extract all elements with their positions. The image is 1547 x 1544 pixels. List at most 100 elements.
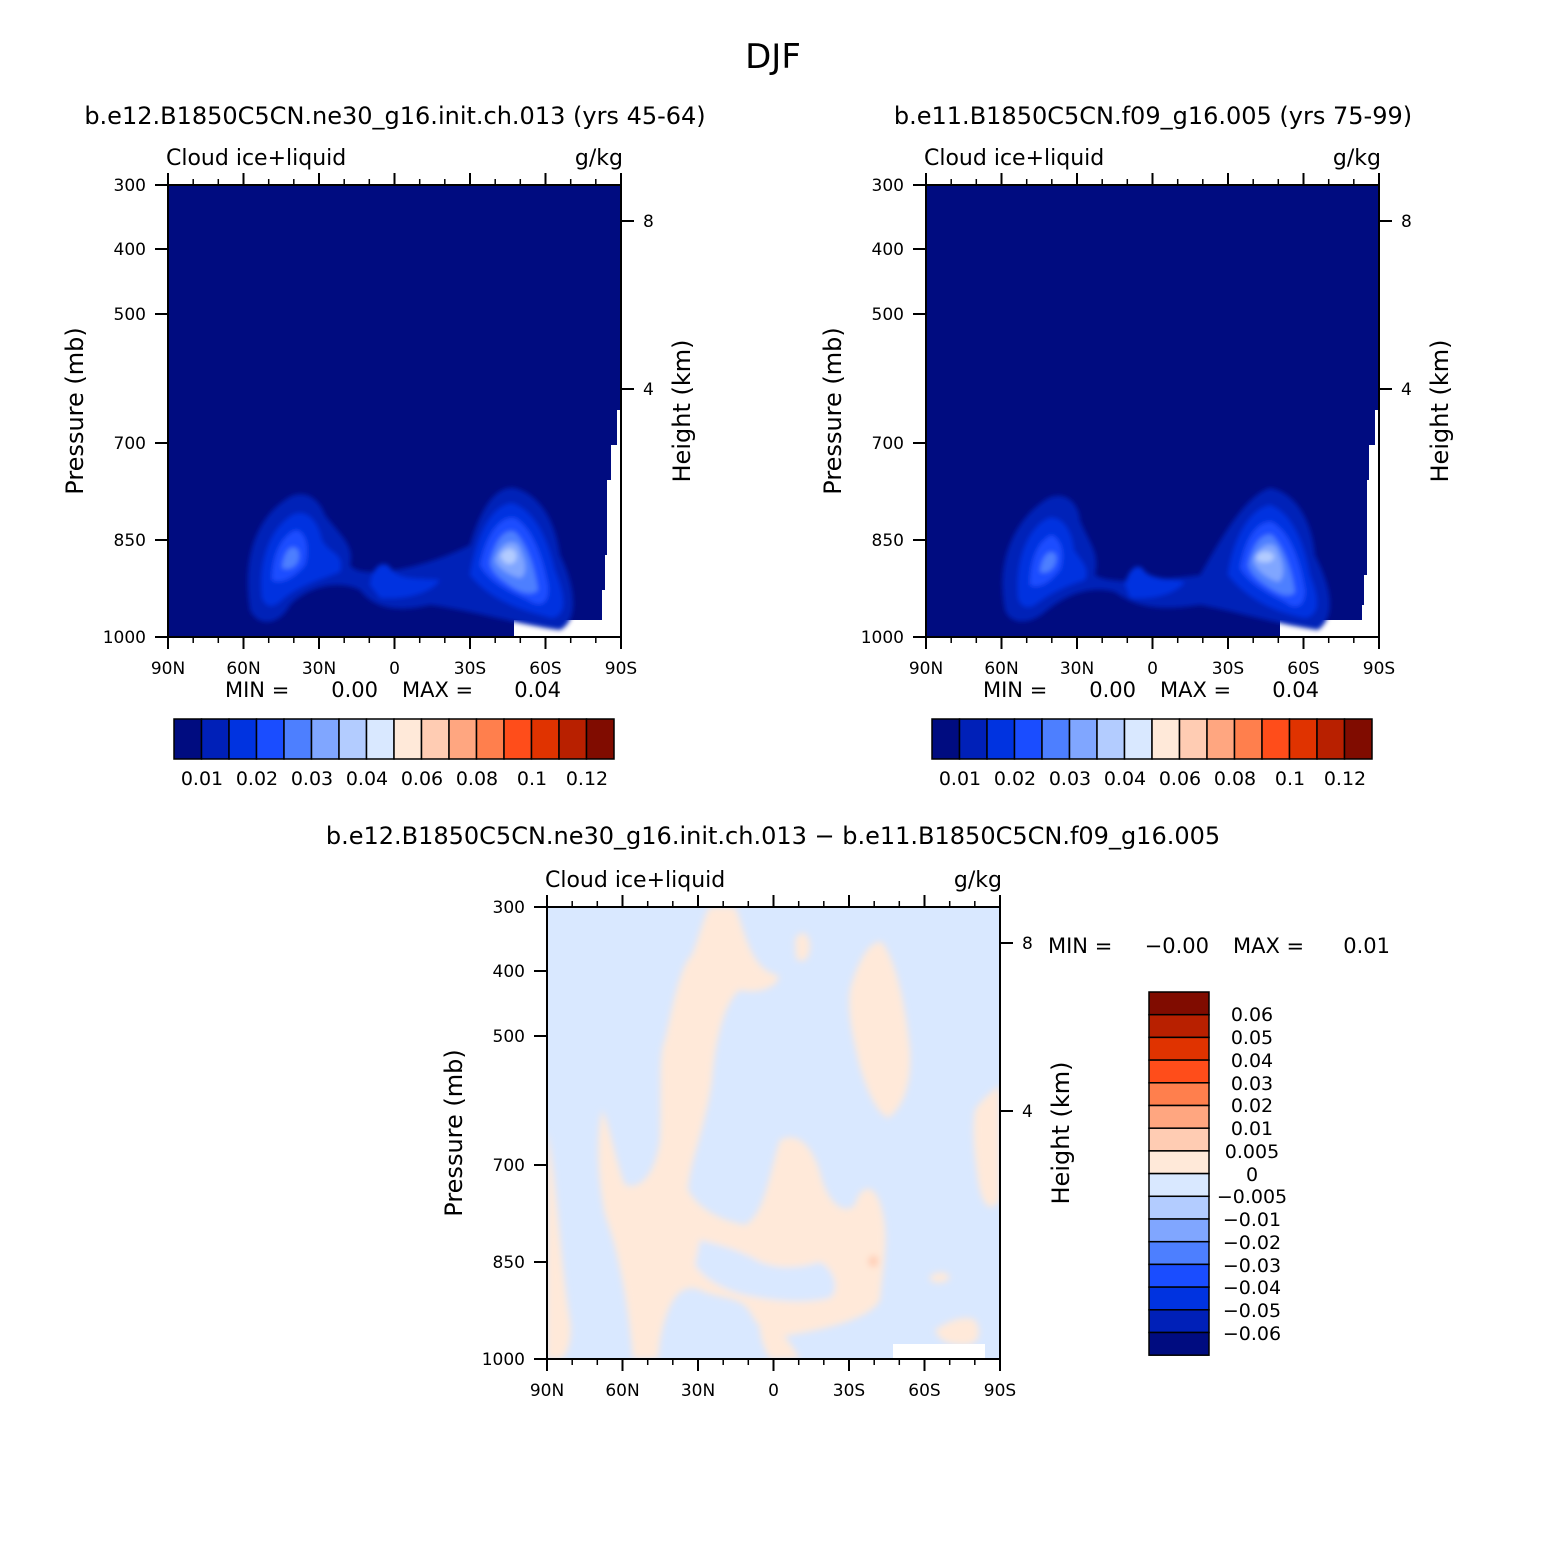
panel-c-right-ylabel: Height (km) [1047,1062,1075,1205]
panel-b-cbar-label-7: 0.12 [1324,768,1366,790]
panel-c-cbar-swatch-12 [1148,1263,1210,1288]
panel-c-ylabel: Pressure (mb) [440,1049,468,1216]
panel-c-cbar-swatch-7 [1148,1150,1210,1175]
panel-a-cbar-swatch-15 [585,718,615,760]
panel-c-colorbar: 0.06 0.05 0.04 0.03 0.02 0.01 0.005 0 −0… [1148,991,1287,1356]
panel-a-min-value: 0.00 [331,678,378,702]
panel-b-cbar-swatch-1 [958,718,988,760]
panel-b-ytick-300: 300 [872,176,904,196]
panel-a-cbar-label-7: 0.12 [566,768,608,790]
panel-c-cbar-label-7: 0 [1246,1164,1258,1186]
panel-a-contour-field [168,185,621,637]
panel-b-cbar-swatch-2 [986,718,1016,760]
panel-c-cbar-label-1: 0.05 [1231,1027,1273,1049]
panel-b-cbar-swatch-10 [1206,718,1236,760]
panel-b-cbar-label-4: 0.06 [1159,768,1201,790]
panel-a-ytick-400: 400 [114,240,146,260]
panel-a-max-value: 0.04 [514,678,561,702]
panel-b-cbar-swatch-4 [1041,718,1071,760]
panel-c-cbar-label-5: 0.01 [1231,1118,1273,1140]
panel-b-cbar-label-2: 0.03 [1049,768,1091,790]
panel-a-title: b.e12.B1850C5CN.ne30_g16.init.ch.013 (yr… [84,102,705,130]
panel-b-cbar-swatch-3 [1013,718,1043,760]
panel-b-cbar-label-3: 0.04 [1104,768,1146,790]
panel-c-xtick-90s: 90S [984,1381,1016,1401]
panel-c-ytick-850: 850 [493,1253,525,1273]
panel-c-cbar-swatch-14 [1148,1309,1210,1334]
panel-a-cbar-swatch-2 [228,718,258,760]
panel-a-ytick-500: 500 [114,305,146,325]
panel-b-units: g/kg [1333,146,1381,171]
panel-b-colorbar: 0.01 0.02 0.03 0.04 0.06 0.08 0.1 0.12 [931,718,1373,790]
panel-b-missing-region [1280,185,1379,637]
panel-a-ytick-700: 700 [114,434,146,454]
panel-c-xtick-30n: 30N [681,1381,715,1401]
panel-c-max-value: 0.01 [1343,934,1390,958]
panel-a-cbar-swatch-10 [448,718,478,760]
panel-a-rtick-4: 4 [643,380,654,400]
panel-b-rtick-4: 4 [1401,380,1412,400]
panel-c-cbar-swatch-13 [1148,1286,1210,1311]
panel-b-cbar-swatch-5 [1068,718,1098,760]
panel-a-cbar-label-1: 0.02 [236,768,278,790]
panel-c-cbar-label-2: 0.04 [1231,1050,1273,1072]
panel-a-cbar-label-4: 0.06 [401,768,443,790]
panel-a-minor-ticks [192,179,597,643]
panel-c: b.e12.B1850C5CN.ne30_g16.init.ch.013 − b… [326,822,1390,1401]
panel-c-cbar-label-13: −0.05 [1223,1300,1281,1322]
panel-a-cbar-swatch-13 [530,718,560,760]
panel-c-cbar-swatch-6 [1148,1127,1210,1152]
panel-a-xtick-0: 0 [389,659,400,679]
panel-a-left-string: Cloud ice+liquid [166,146,346,171]
panel-b-axes [913,173,1392,649]
panel-c-minor-ticks [571,901,976,1365]
panel-c-cbar-swatch-1 [1148,1013,1210,1039]
panel-b-cbar-label-0: 0.01 [939,768,981,790]
panel-c-xtick-90n: 90N [530,1381,564,1401]
panel-a-xtick-90n: 90N [151,659,185,679]
panel-a-cbar-label-3: 0.04 [346,768,388,790]
panel-a-right-ylabel: Height (km) [668,340,696,483]
panel-c-cbar-label-9: −0.01 [1223,1209,1281,1231]
panel-c-min-value: −0.00 [1145,934,1209,958]
panel-c-cbar-label-8: −0.005 [1217,1186,1287,1208]
panel-b-xtick-60n: 60N [984,659,1018,679]
panel-a-min-label: MIN = [225,678,289,702]
panel-b-contour-field [926,185,1379,637]
panel-a-ylabel: Pressure (mb) [61,327,89,494]
panel-c-cbar-label-10: −0.02 [1223,1232,1281,1254]
panel-c-rtick-4: 4 [1022,1102,1033,1122]
panel-c-cbar-swatch-9 [1148,1195,1210,1220]
panel-b-xtick-30s: 30S [1212,659,1244,679]
panel-c-title: b.e12.B1850C5CN.ne30_g16.init.ch.013 − b… [326,822,1220,850]
panel-c-ytick-400: 400 [493,962,525,982]
panel-b-xtick-60s: 60S [1287,659,1319,679]
panel-b-cbar-swatch-0 [931,718,961,760]
panel-b-cbar-swatch-15 [1343,718,1373,760]
panel-b-cbar-label-5: 0.08 [1214,768,1256,790]
panel-a-ytick-300: 300 [114,176,146,196]
panel-c-xtick-60s: 60S [908,1381,940,1401]
panel-b-cbar-swatch-8 [1151,718,1181,760]
panel-b-cbar-swatch-11 [1233,718,1263,760]
panel-c-ytick-300: 300 [493,898,525,918]
panel-b-cbar-swatch-13 [1288,718,1318,760]
panel-b-cbar-swatch-7 [1123,718,1153,760]
panel-a-xtick-90s: 90S [605,659,637,679]
panel-a-cbar-label-2: 0.03 [291,768,333,790]
panel-a-cbar-swatch-5 [310,718,340,760]
panel-c-cbar-label-6: 0.005 [1225,1141,1279,1163]
panel-a-xtick-30n: 30N [302,659,336,679]
panel-a-cbar-swatch-6 [338,718,368,760]
panel-a: b.e12.B1850C5CN.ne30_g16.init.ch.013 (yr… [61,102,706,790]
panel-c-cbar-swatch-5 [1148,1104,1210,1129]
panel-a-xtick-60n: 60N [226,659,260,679]
panel-b-ytick-700: 700 [872,434,904,454]
panel-b-cbar-swatch-9 [1178,718,1208,760]
panel-c-left-string: Cloud ice+liquid [545,868,725,893]
panel-a-ytick-850: 850 [114,531,146,551]
panel-b-max-value: 0.04 [1272,678,1319,702]
panel-b-cbar-label-1: 0.02 [994,768,1036,790]
panel-c-cbar-swatch-4 [1148,1082,1210,1107]
